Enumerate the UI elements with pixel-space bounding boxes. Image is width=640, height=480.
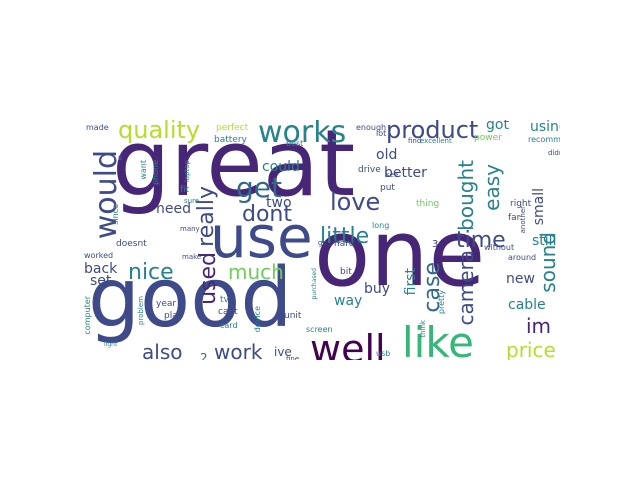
word-tv: tv xyxy=(220,295,229,305)
word-time: time xyxy=(456,228,506,253)
word-much: much xyxy=(228,260,284,284)
word-make: make xyxy=(182,253,202,261)
word-dont: dont xyxy=(242,202,292,227)
word-quality: quality xyxy=(118,120,201,144)
word-problem: problem xyxy=(137,296,145,325)
word-better: better xyxy=(384,165,427,181)
word-could: could xyxy=(262,159,300,175)
word-small: small xyxy=(531,188,547,226)
word-cable: cable xyxy=(508,297,546,313)
word-usb: usb xyxy=(376,349,391,358)
word-think: think xyxy=(419,320,427,338)
word-new: new xyxy=(506,271,535,287)
word-computer: computer xyxy=(83,296,92,335)
word-far: far xyxy=(508,213,521,223)
word-lot: lot xyxy=(376,129,387,138)
word-works: works xyxy=(258,120,347,150)
word-really: really xyxy=(194,186,219,247)
word-would: would xyxy=(89,150,124,240)
word-right: right xyxy=(510,199,532,209)
word-drive: drive xyxy=(358,165,381,175)
word-without: without xyxy=(484,243,515,252)
word-bit: bit xyxy=(340,267,352,277)
word-camera: camera xyxy=(454,250,478,326)
word-cloud: great one good use like well works would quality… xyxy=(80,120,560,360)
word-need: need xyxy=(156,201,191,217)
word-back: back xyxy=(84,261,118,277)
word-see: see xyxy=(386,171,399,179)
word-ive: ive xyxy=(274,345,292,359)
word-good: good xyxy=(88,251,293,346)
word-even: even xyxy=(556,166,560,216)
word-little: little xyxy=(320,224,370,249)
word-like: like xyxy=(402,318,475,361)
word-set: set xyxy=(90,273,112,289)
word-bought: bought xyxy=(454,160,478,231)
word-didnt: didnt xyxy=(548,149,560,157)
word-price: price xyxy=(506,338,556,360)
word-put: put xyxy=(380,183,395,193)
word-two: two xyxy=(266,195,292,211)
word-one: one xyxy=(314,200,486,307)
word-work: work xyxy=(214,340,263,360)
word-way: way xyxy=(334,293,363,309)
word-year: year xyxy=(156,299,177,309)
word-find: find xyxy=(408,137,422,145)
word-card: card xyxy=(220,321,238,330)
word-first: first xyxy=(403,268,419,296)
word-use: use xyxy=(210,203,313,271)
word-long: long xyxy=(372,221,390,230)
word-used: used xyxy=(196,252,221,305)
word-product: product xyxy=(386,120,479,144)
word-love: love xyxy=(330,188,381,216)
word-fit: fit xyxy=(180,185,190,195)
word-power: power xyxy=(474,133,502,143)
word-get: get xyxy=(236,171,282,204)
word-purchased: purchased xyxy=(311,268,318,300)
word-perfect: perfect xyxy=(216,123,249,133)
word-many: many xyxy=(180,225,200,233)
word-sure: sure xyxy=(184,197,200,205)
word-worked: worked xyxy=(84,251,114,260)
word-go: go xyxy=(318,239,327,247)
word-got: got xyxy=(486,120,509,133)
word-laptop: laptop xyxy=(183,160,191,183)
word-fine: fine xyxy=(286,355,300,361)
word-excellent: excellent xyxy=(420,137,452,145)
word-screen: screen xyxy=(306,325,333,334)
word-battery: battery xyxy=(214,135,247,145)
word-best: best xyxy=(286,139,304,148)
word-enough: enough xyxy=(356,123,387,132)
word-hard: hard xyxy=(334,239,355,249)
word-want: want xyxy=(139,160,148,180)
word-thing: thing xyxy=(416,199,440,209)
word-s: s xyxy=(118,153,123,162)
word-nice: nice xyxy=(128,260,174,285)
word-well: well xyxy=(310,327,386,360)
word-buy: buy xyxy=(364,281,391,297)
word-device: device xyxy=(253,306,262,333)
word-3: 3 xyxy=(432,239,439,250)
word-light: light xyxy=(104,341,118,348)
word-im: im xyxy=(526,314,552,338)
word-made: made xyxy=(86,123,109,132)
word-recommend: recommend xyxy=(528,135,560,144)
word-pretty: pretty xyxy=(437,290,446,315)
word-old: old xyxy=(376,147,398,163)
word-another: another xyxy=(519,206,527,234)
word-doesnt: doesnt xyxy=(116,239,147,249)
word-2: 2 xyxy=(200,351,208,360)
word-phone: phone xyxy=(151,160,160,186)
word-since: since xyxy=(111,204,120,225)
word-still: still xyxy=(532,233,557,249)
word-unit: unit xyxy=(284,311,302,321)
word-cant: cant xyxy=(218,307,238,317)
word-easy: easy xyxy=(480,164,504,211)
word-play: play xyxy=(164,311,184,321)
word-around: around xyxy=(508,253,537,262)
word-great: great xyxy=(112,120,356,217)
word-also: also xyxy=(142,340,183,360)
